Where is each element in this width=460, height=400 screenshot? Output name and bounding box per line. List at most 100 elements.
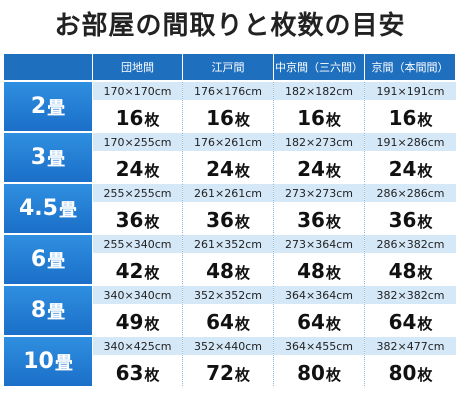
table-cell: 170×255cm 24 枚 — [93, 133, 183, 184]
count-number: 16 — [115, 106, 144, 130]
room-size-number: 10 — [23, 349, 54, 374]
count-unit: 枚 — [325, 213, 341, 231]
room-size-unit: 畳 — [54, 352, 73, 374]
room-dimension: 273×364cm — [274, 235, 364, 253]
room-dimension: 182×273cm — [274, 133, 364, 151]
room-dimension: 340×340cm — [93, 286, 182, 304]
count-unit: 枚 — [325, 264, 341, 282]
count-number: 49 — [115, 310, 144, 334]
table-cell: 364×364cm 64 枚 — [274, 286, 365, 337]
room-size-unit: 畳 — [47, 250, 66, 272]
tatami-count: 80 枚 — [365, 355, 456, 386]
tatami-size-table: 団地間 江戸間 中京間（三六間） 京間（本間間） 2 畳 170×170cm 16 枚 1… — [4, 54, 456, 388]
table-corner — [4, 54, 93, 82]
tatami-count: 49 枚 — [93, 304, 182, 335]
count-unit: 枚 — [417, 213, 433, 231]
count-number: 24 — [206, 157, 234, 181]
table-cell: 352×440cm 72 枚 — [183, 337, 274, 388]
room-size-number: 6 — [30, 247, 47, 272]
room-dimension: 340×425cm — [93, 337, 182, 355]
count-unit: 枚 — [234, 213, 250, 231]
tatami-count: 16 枚 — [183, 100, 273, 131]
table-cell: 255×340cm 42 枚 — [93, 235, 183, 286]
table-cell: 273×273cm 36 枚 — [274, 184, 365, 235]
tatami-count: 36 枚 — [274, 202, 364, 233]
tatami-count: 16 枚 — [274, 100, 364, 131]
count-number: 24 — [388, 157, 417, 181]
column-header-chukyoma: 中京間（三六間） — [274, 54, 365, 82]
tatami-count: 24 枚 — [93, 151, 182, 182]
table-cell: 261×352cm 48 枚 — [183, 235, 274, 286]
tatami-count: 72 枚 — [183, 355, 273, 386]
tatami-count: 24 枚 — [274, 151, 364, 182]
room-size-number: 2 — [30, 94, 47, 119]
tatami-count: 63 枚 — [93, 355, 182, 386]
room-dimension: 364×364cm — [274, 286, 364, 304]
room-size-unit: 畳 — [58, 199, 77, 221]
table-cell: 191×191cm 16 枚 — [365, 82, 456, 133]
room-dimension: 261×261cm — [183, 184, 273, 202]
count-number: 48 — [388, 259, 417, 283]
room-dimension: 382×477cm — [365, 337, 456, 355]
count-unit: 枚 — [417, 264, 433, 282]
count-unit: 枚 — [234, 111, 250, 129]
room-dimension: 382×382cm — [365, 286, 456, 304]
count-number: 48 — [206, 259, 234, 283]
count-number: 63 — [115, 361, 144, 385]
table-cell: 382×382cm 64 枚 — [365, 286, 456, 337]
count-unit: 枚 — [325, 366, 341, 384]
table-cell: 364×455cm 80 枚 — [274, 337, 365, 388]
table-cell: 182×273cm 24 枚 — [274, 133, 365, 184]
tatami-count: 80 枚 — [274, 355, 364, 386]
count-unit: 枚 — [144, 111, 160, 129]
count-unit: 枚 — [234, 366, 250, 384]
room-dimension: 352×440cm — [183, 337, 273, 355]
count-number: 64 — [297, 310, 325, 334]
tatami-count: 36 枚 — [365, 202, 456, 233]
tatami-count: 64 枚 — [183, 304, 273, 335]
tatami-count: 24 枚 — [183, 151, 273, 182]
room-dimension: 191×286cm — [365, 133, 456, 151]
room-dimension: 255×340cm — [93, 235, 182, 253]
room-dimension: 364×455cm — [274, 337, 364, 355]
room-dimension: 170×255cm — [93, 133, 182, 151]
tatami-count: 16 枚 — [93, 100, 182, 131]
room-dimension: 261×352cm — [183, 235, 273, 253]
count-unit: 枚 — [325, 315, 341, 333]
room-size-number: 3 — [30, 145, 47, 170]
table-cell: 340×340cm 49 枚 — [93, 286, 183, 337]
count-unit: 枚 — [144, 315, 160, 333]
count-unit: 枚 — [417, 162, 433, 180]
count-unit: 枚 — [144, 264, 160, 282]
count-number: 36 — [206, 208, 234, 232]
count-number: 42 — [115, 259, 144, 283]
count-number: 64 — [388, 310, 417, 334]
count-number: 48 — [297, 259, 325, 283]
count-unit: 枚 — [325, 111, 341, 129]
count-unit: 枚 — [144, 162, 160, 180]
table-cell: 176×176cm 16 枚 — [183, 82, 274, 133]
count-unit: 枚 — [234, 315, 250, 333]
count-number: 80 — [297, 361, 325, 385]
tatami-count: 48 枚 — [274, 253, 364, 284]
tatami-count: 36 枚 — [93, 202, 182, 233]
table-cell: 261×261cm 36 枚 — [183, 184, 274, 235]
tatami-count: 48 枚 — [183, 253, 273, 284]
room-dimension: 191×191cm — [365, 82, 456, 100]
table-cell: 191×286cm 24 枚 — [365, 133, 456, 184]
count-unit: 枚 — [417, 111, 433, 129]
count-unit: 枚 — [234, 162, 250, 180]
count-unit: 枚 — [234, 264, 250, 282]
room-dimension: 182×182cm — [274, 82, 364, 100]
table-cell: 170×170cm 16 枚 — [93, 82, 183, 133]
tatami-count: 64 枚 — [274, 304, 364, 335]
tatami-count: 36 枚 — [183, 202, 273, 233]
tatami-count: 16 枚 — [365, 100, 456, 131]
room-dimension: 176×176cm — [183, 82, 273, 100]
count-number: 24 — [297, 157, 325, 181]
count-number: 64 — [206, 310, 234, 334]
table-cell: 176×261cm 24 枚 — [183, 133, 274, 184]
